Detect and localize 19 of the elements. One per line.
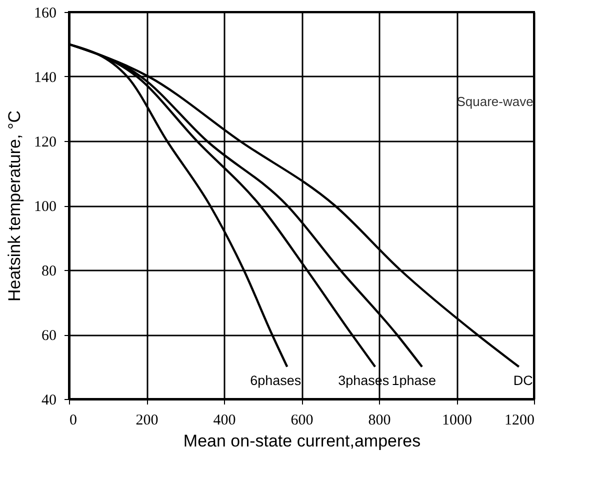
x-tick-label: 400 <box>213 412 236 428</box>
series-label: DC <box>513 372 534 388</box>
x-tick-label: 200 <box>136 412 158 428</box>
x-tick-label: 600 <box>290 412 314 428</box>
x-tick-label: 1000 <box>442 412 472 428</box>
x-tick-label: 0 <box>70 412 77 428</box>
y-tick-label: 80 <box>42 264 56 280</box>
y-tick-label: 160 <box>34 6 56 22</box>
y-tick-label: 40 <box>42 392 56 408</box>
x-tick-label: 1200 <box>504 412 534 428</box>
y-tick-label: 120 <box>34 134 56 150</box>
y-tick-label: 140 <box>34 70 56 86</box>
x-tick-label: 800 <box>368 412 391 428</box>
y-tick-label: 60 <box>42 328 56 344</box>
y-axis-title: Heatsink temperature, °C <box>5 110 24 302</box>
series-label: 6phases <box>250 372 302 388</box>
y-tick-label: 100 <box>34 199 56 215</box>
x-axis-title: Mean on-state current,amperes <box>183 432 421 450</box>
series-label: 1phase <box>392 372 436 388</box>
